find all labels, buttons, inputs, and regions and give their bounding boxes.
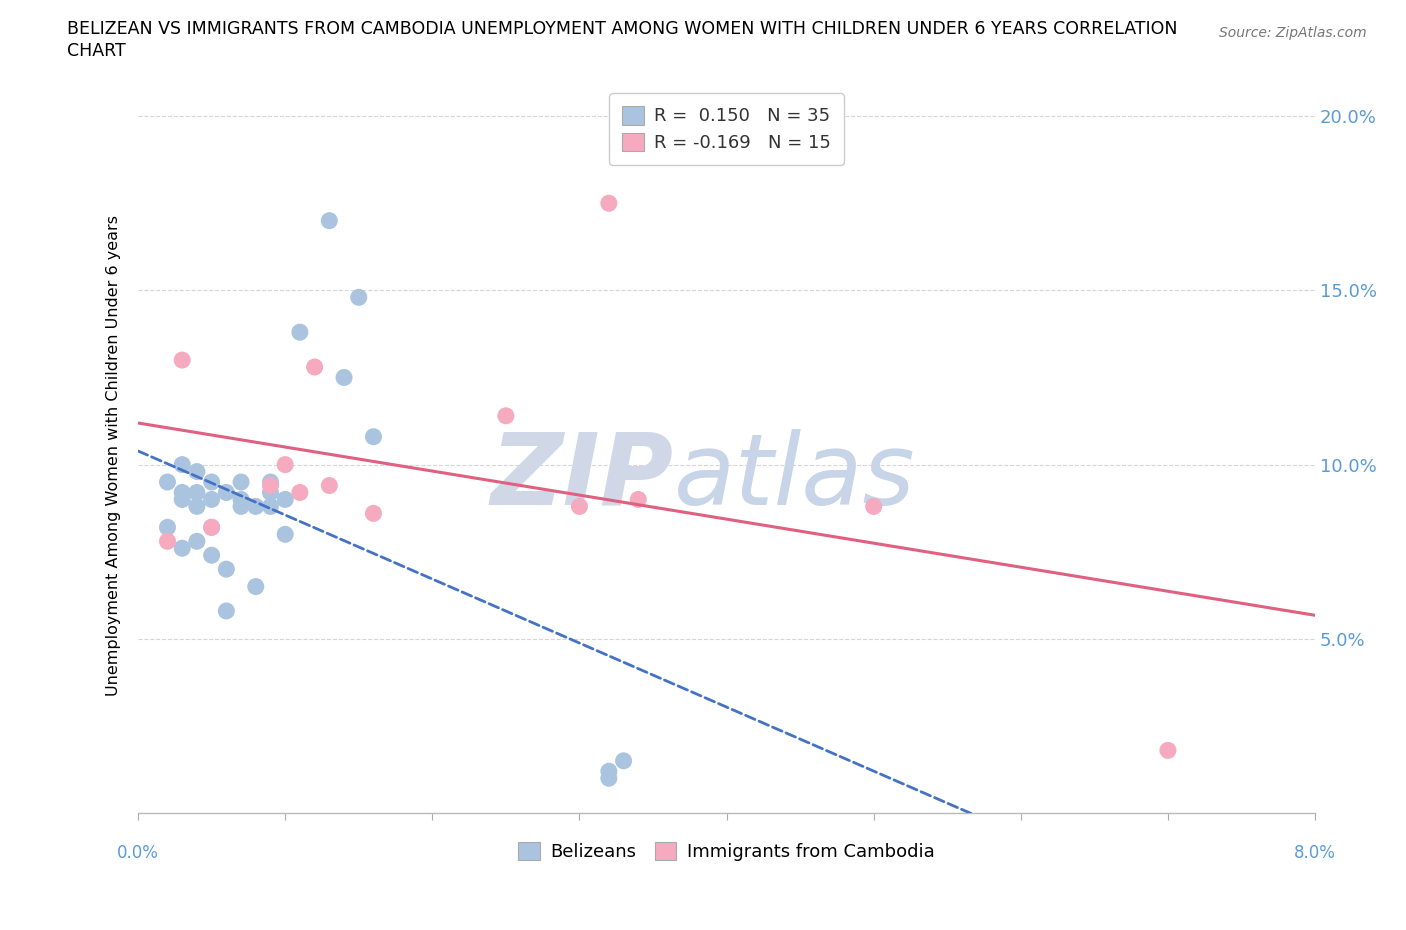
- Point: [274, 492, 297, 507]
- Point: [304, 360, 326, 375]
- Point: [186, 499, 208, 514]
- Text: atlas: atlas: [673, 429, 915, 525]
- Point: [363, 430, 385, 445]
- Point: [288, 485, 311, 500]
- Point: [598, 196, 620, 211]
- Point: [201, 492, 224, 507]
- Point: [274, 458, 297, 472]
- Point: [627, 492, 650, 507]
- Text: Source: ZipAtlas.com: Source: ZipAtlas.com: [1219, 26, 1367, 40]
- Point: [186, 534, 208, 549]
- Point: [172, 541, 194, 556]
- Point: [186, 485, 208, 500]
- Point: [156, 520, 179, 535]
- Point: [1157, 743, 1180, 758]
- Point: [201, 474, 224, 489]
- Point: [568, 499, 591, 514]
- Point: [215, 604, 238, 618]
- Point: [172, 458, 194, 472]
- Point: [318, 478, 340, 493]
- Point: [215, 485, 238, 500]
- Point: [201, 520, 224, 535]
- Point: [245, 499, 267, 514]
- Legend: Belizeans, Immigrants from Cambodia: Belizeans, Immigrants from Cambodia: [510, 834, 942, 869]
- Point: [186, 464, 208, 479]
- Point: [613, 753, 636, 768]
- Y-axis label: Unemployment Among Women with Children Under 6 years: Unemployment Among Women with Children U…: [107, 216, 121, 697]
- Point: [245, 579, 267, 594]
- Text: BELIZEAN VS IMMIGRANTS FROM CAMBODIA UNEMPLOYMENT AMONG WOMEN WITH CHILDREN UNDE: BELIZEAN VS IMMIGRANTS FROM CAMBODIA UNE…: [67, 20, 1178, 38]
- Text: CHART: CHART: [67, 42, 127, 60]
- Point: [156, 534, 179, 549]
- Point: [172, 352, 194, 367]
- Point: [288, 325, 311, 339]
- Point: [259, 478, 281, 493]
- Point: [259, 499, 281, 514]
- Point: [347, 290, 370, 305]
- Point: [259, 485, 281, 500]
- Text: 0.0%: 0.0%: [117, 844, 159, 861]
- Point: [215, 562, 238, 577]
- Point: [318, 213, 340, 228]
- Point: [172, 485, 194, 500]
- Point: [598, 771, 620, 786]
- Point: [862, 499, 884, 514]
- Point: [363, 506, 385, 521]
- Point: [229, 499, 252, 514]
- Point: [259, 474, 281, 489]
- Text: ZIP: ZIP: [491, 429, 673, 525]
- Point: [156, 474, 179, 489]
- Point: [229, 492, 252, 507]
- Point: [201, 520, 224, 535]
- Text: 8.0%: 8.0%: [1294, 844, 1336, 861]
- Point: [598, 764, 620, 778]
- Point: [229, 474, 252, 489]
- Point: [495, 408, 517, 423]
- Point: [172, 492, 194, 507]
- Point: [201, 548, 224, 563]
- Point: [274, 527, 297, 542]
- Point: [333, 370, 356, 385]
